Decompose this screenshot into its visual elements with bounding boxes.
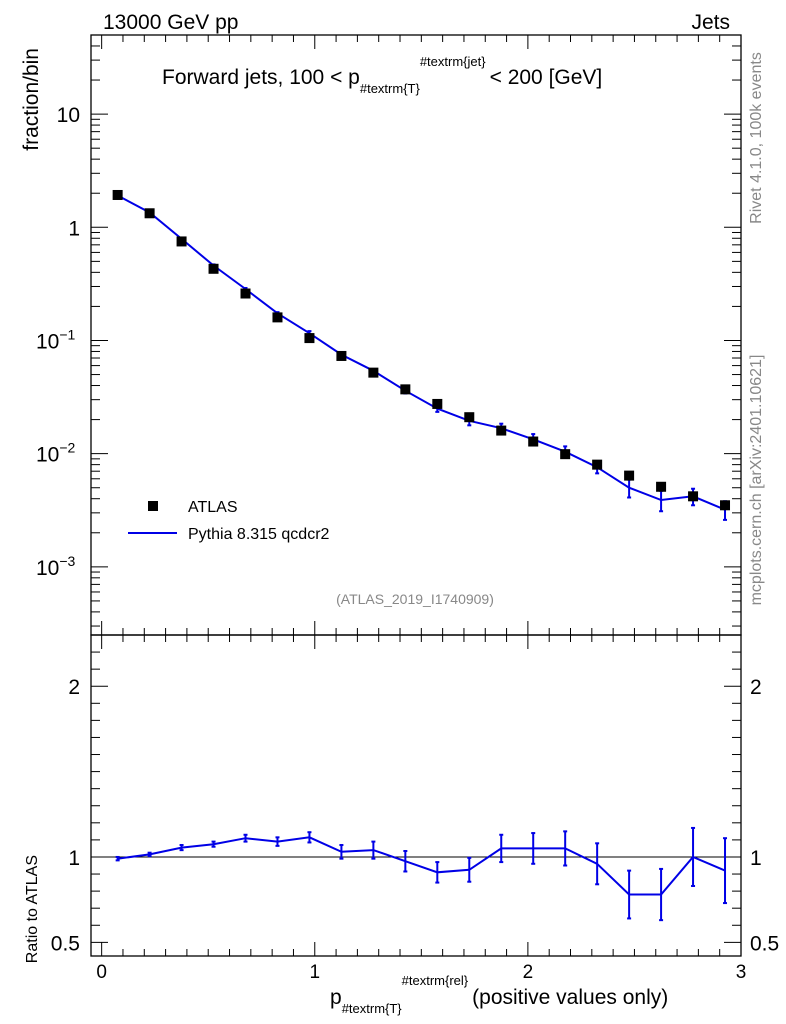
y-tick-base: 10 [36, 444, 59, 467]
ratio-y-tick-label: 1 [68, 847, 80, 870]
main-mc-series [117, 194, 728, 521]
data-point [624, 470, 635, 481]
title-prefix: Forward jets, 100 < p [162, 66, 360, 89]
x-tick-label: 2 [523, 962, 534, 983]
main-data-series [112, 189, 731, 511]
x-axis-title: p#textrm{T} #textrm{rel}(positive values … [330, 973, 668, 1016]
x-title-superscript: #textrm{rel} [402, 973, 469, 988]
y-tick-base: 10 [36, 557, 59, 580]
title-suffix: < 200 [GeV] [490, 66, 603, 89]
data-point [144, 208, 155, 219]
ratio-y-axis-title: Ratio to ATLAS [24, 855, 41, 963]
x-tick-label: 0 [96, 962, 107, 983]
x-title-p: p [330, 986, 342, 1009]
ratio-y-tick-label: 0.5 [51, 932, 80, 955]
y-tick-base: 10 [36, 330, 59, 353]
data-point [496, 425, 507, 436]
ratio-y-tick-label-right: 2 [750, 676, 762, 699]
data-point [336, 350, 347, 361]
ratio-plot-frame [90, 634, 742, 957]
plot-title: Forward jets, 100 < p#textrm{T} #textrm{j… [162, 54, 602, 96]
mcplots-reference-label: mcplots.cern.ch [arXiv:2401.10621] [748, 355, 765, 606]
legend-mc-label: Pythia 8.315 qcdcr2 [188, 526, 330, 543]
legend-data-marker [148, 501, 158, 511]
ratio-line [117, 836, 726, 896]
data-point [528, 436, 539, 447]
data-point [304, 333, 315, 344]
ratio-y-tick-label: 2 [68, 676, 80, 699]
data-point [432, 398, 443, 409]
ratio-y-tick-label-right: 0.5 [750, 932, 779, 955]
y-tick-exponent: −2 [59, 440, 75, 456]
title-superscript: #textrm{jet} [420, 54, 486, 69]
data-point [176, 236, 187, 247]
y-tick-label: 10−3 [36, 553, 76, 580]
analysis-id-label: (ATLAS_2019_I1740909) [336, 591, 494, 607]
ratio-series [91, 826, 741, 922]
header-energy-label: 13000 GeV pp [103, 11, 238, 34]
y-tick-exponent: −1 [59, 326, 75, 342]
rivet-version-label: Rivet 4.1.0, 100k events [748, 52, 765, 224]
main-y-axis-title: fraction/bin [20, 48, 43, 151]
header-process-label: Jets [691, 11, 730, 34]
data-point [560, 449, 571, 460]
data-point [464, 412, 475, 423]
ratio-axis-ticks: 0 1 2 3 2 2 1 1 0.5 0.5 [51, 635, 779, 983]
x-title-suffix: (positive values only) [472, 986, 668, 1009]
y-tick-label: 10 [57, 104, 80, 127]
data-point [592, 459, 603, 470]
data-point [272, 312, 283, 323]
title-subscript: #textrm{T} [360, 81, 421, 96]
data-point [656, 481, 667, 492]
y-tick-label: 10−1 [36, 326, 76, 353]
data-point [688, 491, 699, 502]
y-tick-label: 10−2 [36, 440, 76, 467]
main-plot-frame [90, 34, 742, 636]
y-tick-label: 1 [68, 217, 80, 240]
data-point [208, 263, 219, 274]
data-point [240, 288, 251, 299]
x-tick-label: 1 [309, 962, 320, 983]
ratio-y-tick-label-right: 1 [750, 847, 762, 870]
data-point [112, 189, 123, 200]
data-point [368, 367, 379, 378]
x-tick-label: 3 [736, 962, 747, 983]
legend-data-label: ATLAS [188, 499, 238, 516]
x-title-subscript: #textrm{T} [342, 1001, 403, 1016]
data-point [400, 384, 411, 395]
data-point [720, 500, 731, 511]
y-tick-exponent: −3 [59, 553, 75, 569]
mc-line [117, 194, 726, 511]
